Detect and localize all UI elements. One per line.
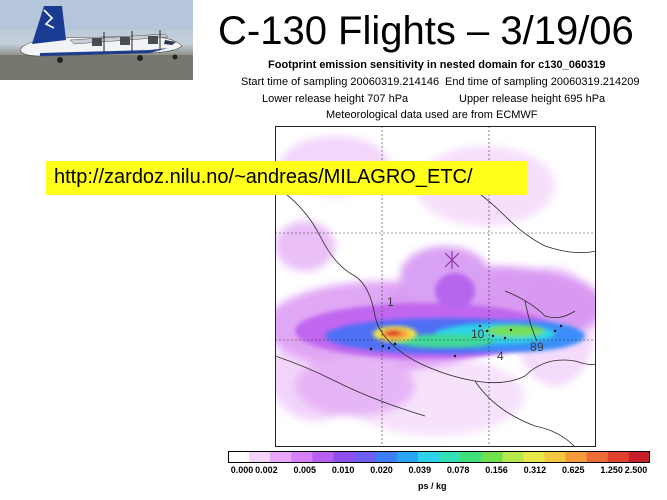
start-time-label: Start time of sampling 20060319.214146 bbox=[241, 76, 440, 88]
colorbar-tick-label: 0.020 bbox=[370, 465, 393, 475]
colorbar-swatch bbox=[354, 451, 377, 463]
colorbar-swatch bbox=[565, 451, 588, 463]
figure-heading: Footprint emission sensitivity in nested… bbox=[268, 59, 606, 71]
meteorological-data-label: Meteorological data used are from ECMWF bbox=[326, 109, 538, 121]
colorbar-swatch bbox=[228, 451, 250, 463]
colorbar-swatch bbox=[607, 451, 630, 463]
end-time-label: End time of sampling 20060319.214209 bbox=[445, 76, 640, 88]
trajectory-label-1: 1 bbox=[387, 295, 394, 309]
colorbar-swatch bbox=[270, 451, 292, 463]
colorbar-tick-label: 0.312 bbox=[523, 465, 547, 475]
colorbar bbox=[228, 451, 650, 463]
colorbar-swatch bbox=[312, 451, 334, 463]
colorbar-swatch bbox=[628, 451, 650, 463]
aircraft-photo bbox=[0, 0, 193, 80]
colorbar-swatch bbox=[586, 451, 609, 463]
url-link[interactable]: http://zardoz.nilu.no/~andreas/MILAGRO_E… bbox=[54, 166, 473, 188]
colorbar-swatch bbox=[439, 451, 461, 463]
colorbar-unit-label: ps / kg bbox=[418, 481, 447, 491]
colorbar-tick-label: 2.500 bbox=[624, 465, 648, 475]
trajectory-label-8: 8 bbox=[530, 340, 537, 354]
slide-title: C-130 Flights – 3/19/06 bbox=[218, 9, 634, 53]
colorbar-swatch bbox=[333, 451, 356, 463]
colorbar-tick-label: 0.000 bbox=[230, 465, 254, 475]
colorbar-tick-label: 0.625 bbox=[562, 465, 585, 475]
colorbar-swatch bbox=[375, 451, 398, 463]
c130-aircraft-image bbox=[0, 0, 193, 80]
colorbar-swatch bbox=[396, 451, 419, 463]
emission-sensitivity-map: 1 10 4 8 9 bbox=[265, 126, 605, 448]
colorbar-swatch bbox=[502, 451, 524, 463]
colorbar-tick-label: 0.002 bbox=[255, 465, 278, 475]
colorbar-swatch bbox=[544, 451, 567, 463]
lower-release-height-label: Lower release height 707 hPa bbox=[262, 93, 409, 105]
colorbar-tick-label: 0.156 bbox=[485, 465, 508, 475]
colorbar-swatch bbox=[460, 451, 482, 463]
colorbar-swatch bbox=[523, 451, 545, 463]
colorbar-tick-label: 0.078 bbox=[446, 465, 470, 475]
colorbar-swatch bbox=[417, 451, 440, 463]
colorbar-tick-label: 0.005 bbox=[293, 465, 316, 475]
colorbar-tick-label: 0.039 bbox=[408, 465, 432, 475]
url-banner[interactable]: http://zardoz.nilu.no/~andreas/MILAGRO_E… bbox=[46, 161, 528, 195]
upper-release-height-label: Upper release height 695 hPa bbox=[459, 93, 606, 105]
trajectory-label-10: 10 bbox=[471, 327, 485, 341]
release-point-marker bbox=[444, 251, 460, 269]
footprint-map-plot: 1 10 4 8 9 bbox=[265, 126, 605, 448]
colorbar-swatch bbox=[249, 451, 271, 463]
colorbar-border bbox=[228, 451, 650, 463]
colorbar-swatch bbox=[481, 451, 503, 463]
colorbar-tick-label: 0.010 bbox=[331, 465, 355, 475]
trajectory-label-4: 4 bbox=[497, 349, 504, 363]
colorbar-swatch bbox=[291, 451, 313, 463]
trajectory-label-9: 9 bbox=[537, 340, 544, 354]
colorbar-tick-label: 1.250 bbox=[600, 465, 623, 475]
